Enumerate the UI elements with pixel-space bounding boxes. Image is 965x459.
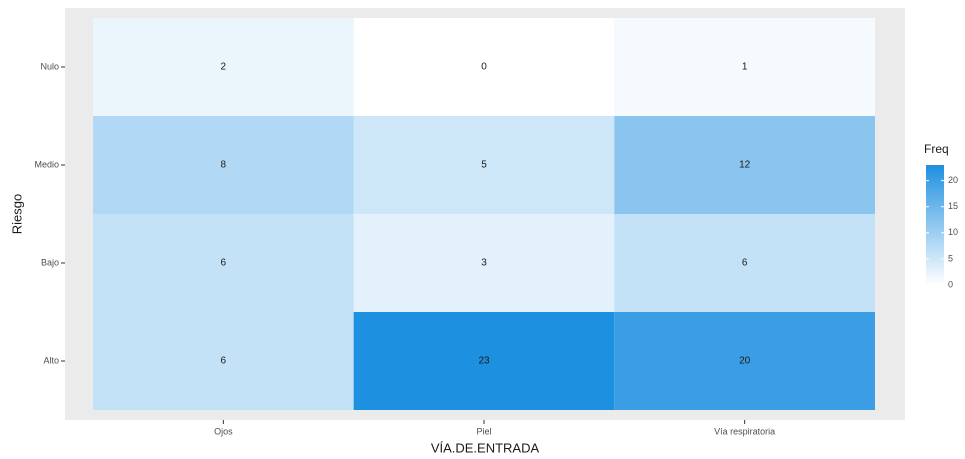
tile-label: 8 [221,160,227,171]
tile [353,116,615,214]
tile-label: 0 [481,62,487,73]
y-tick-label: Alto [43,355,59,365]
tile [93,312,354,410]
colorbar-label: 15 [948,201,958,211]
colorbar-label: 10 [948,227,958,237]
tile [93,116,354,214]
y-tick-label: Nulo [40,61,59,71]
x-axis-title: VÍA.DE.ENTRADA [431,440,540,455]
y-tick-label: Bajo [41,257,59,267]
tile-label: 6 [221,258,227,269]
tile [353,312,615,410]
y-axis-title: Riesgo [9,194,24,234]
colorbar [926,165,944,285]
x-tick-label: Ojos [214,426,233,436]
tile-label: 6 [742,258,748,269]
tile [353,18,615,116]
tile-label: 12 [739,160,751,171]
x-tick-label: Piel [476,426,491,436]
tile-label: 6 [221,356,227,367]
tile [93,214,354,312]
colorbar-label: 0 [948,279,953,289]
tile [614,116,875,214]
x-tick-label: Vía respiratoria [714,426,775,436]
colorbar-label: 5 [948,253,953,263]
tile-label: 2 [221,62,227,73]
tile [614,18,875,116]
tile-label: 5 [481,160,487,171]
y-tick-label: Medio [34,159,59,169]
tile-label: 20 [739,356,751,367]
tile [614,214,875,312]
colorbar-label: 20 [948,175,958,185]
tile-label: 1 [742,62,748,73]
tile [353,214,615,312]
tile [614,312,875,410]
tile-label: 23 [478,356,490,367]
legend-title: Freq [924,142,949,156]
tile-label: 3 [481,258,487,269]
tile [93,18,354,116]
